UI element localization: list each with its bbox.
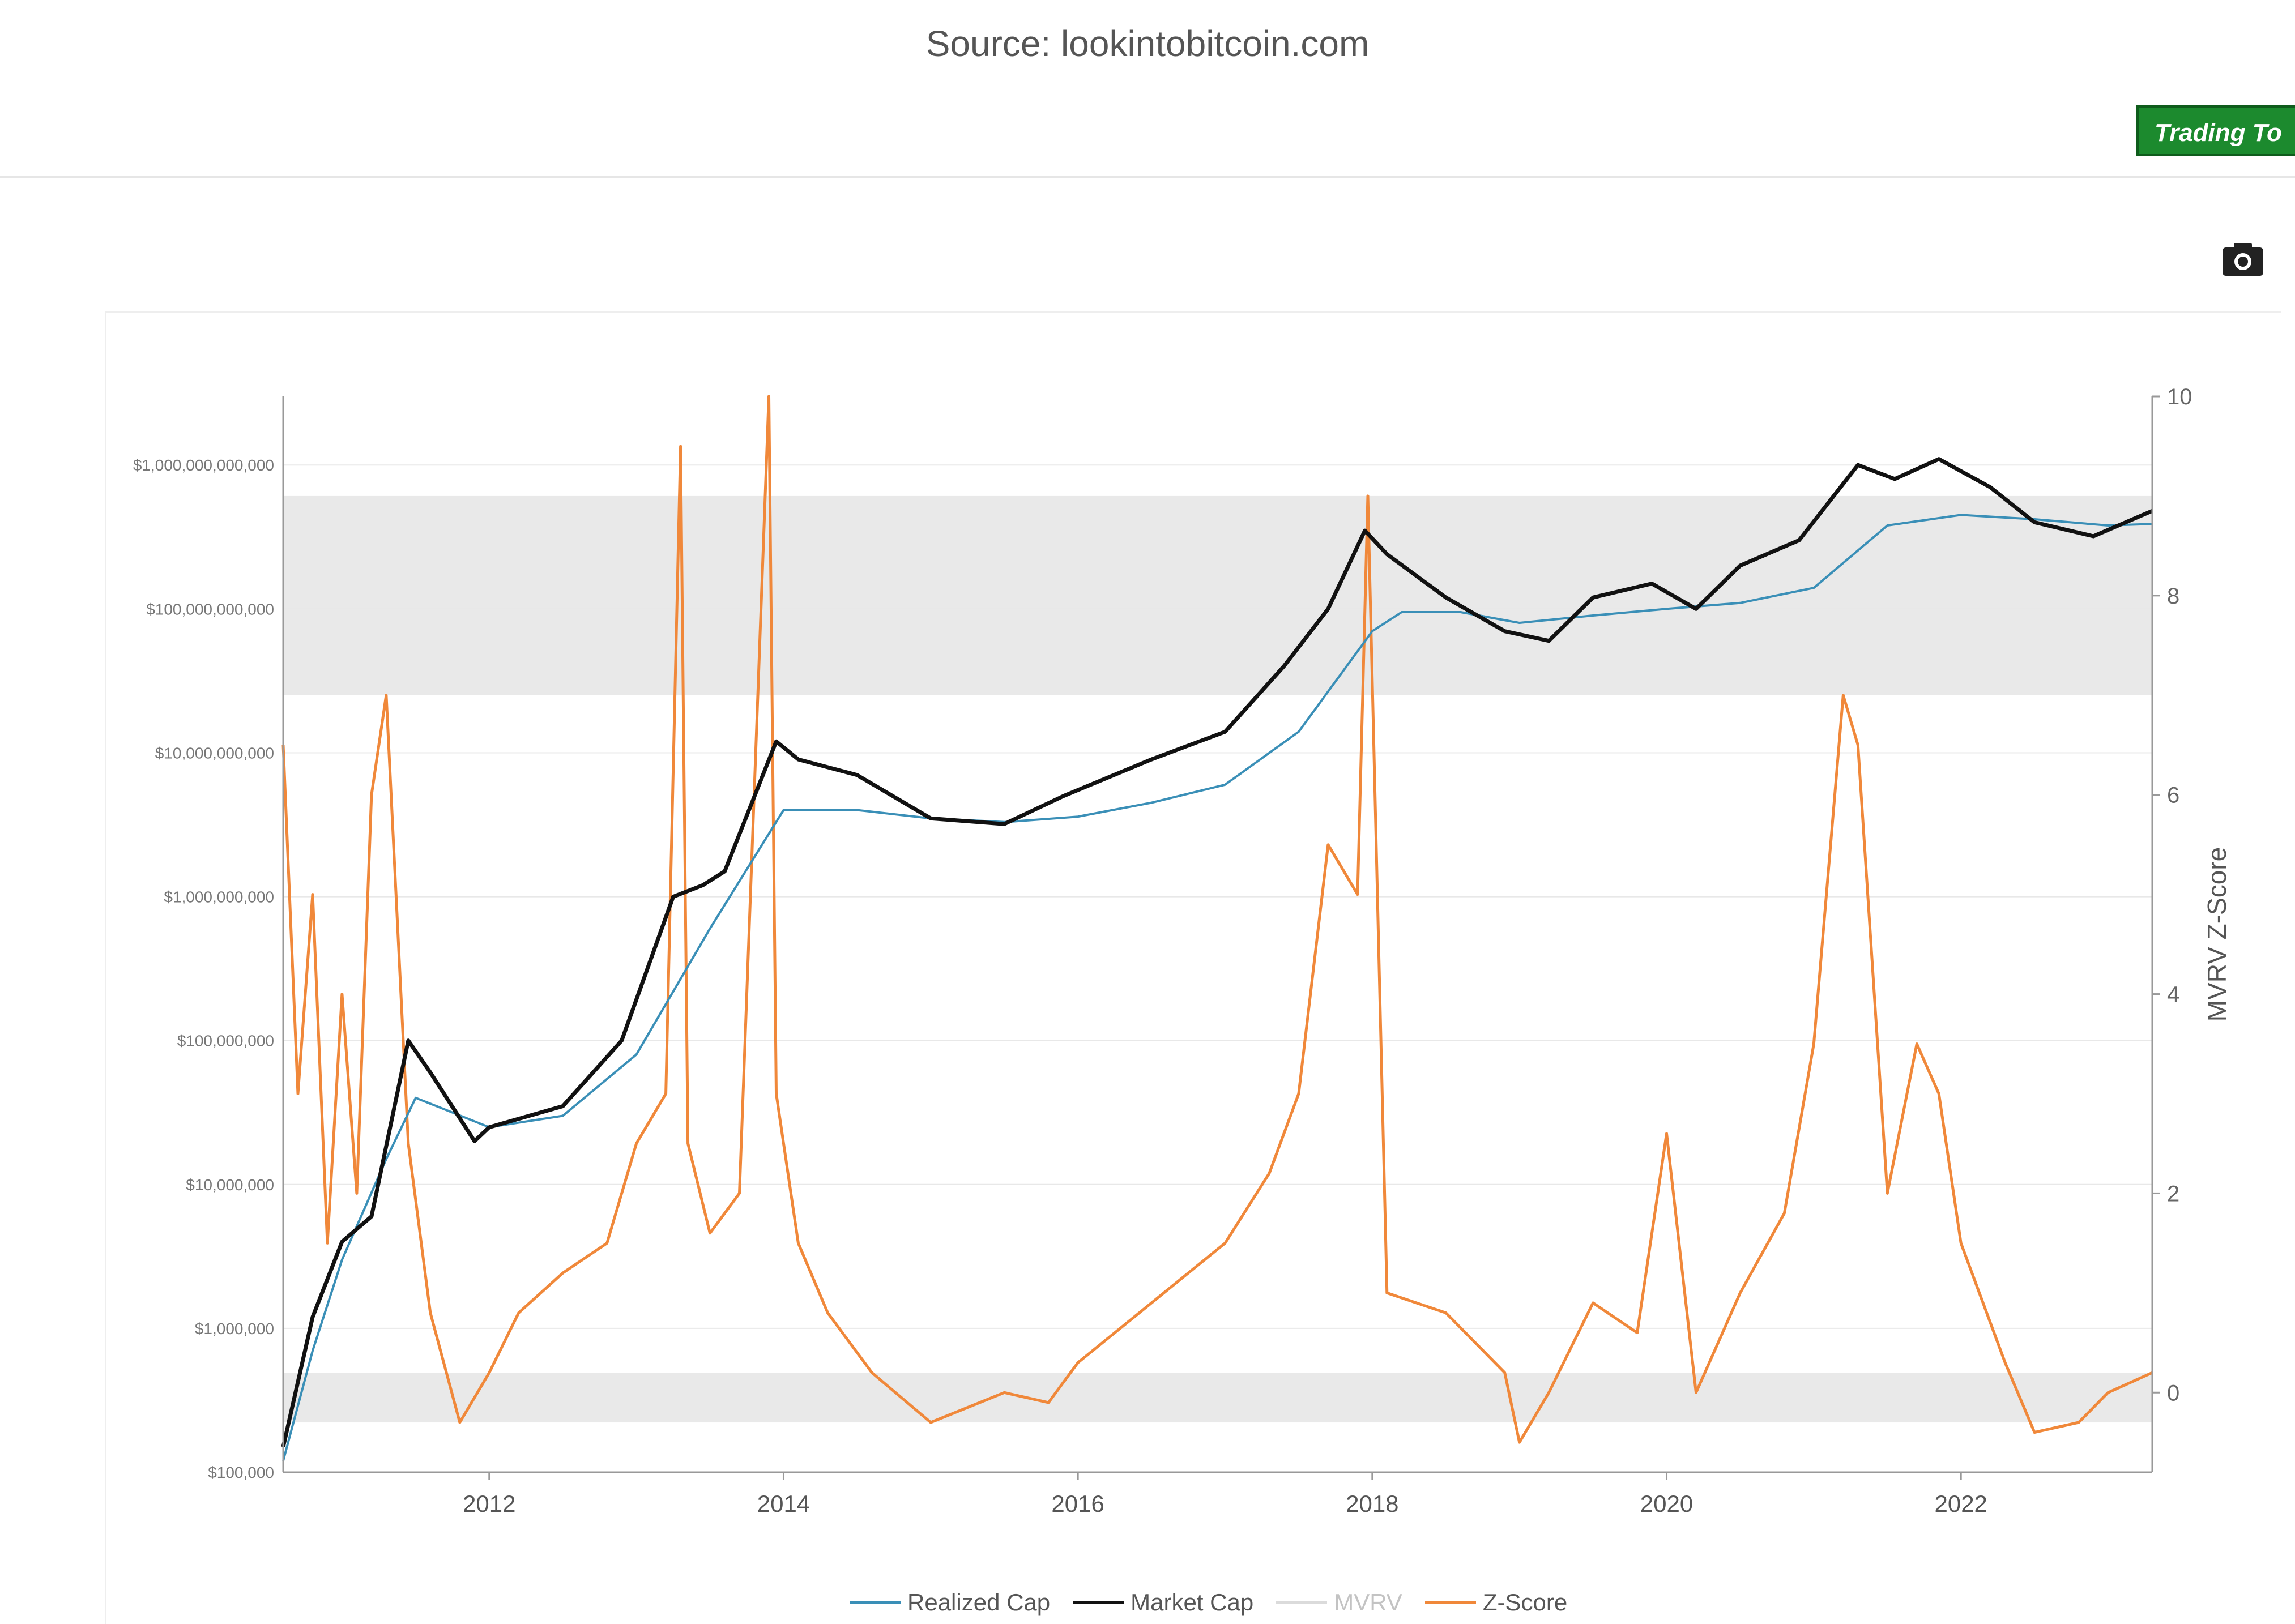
header-divider [0, 176, 2295, 178]
y-right-tick-label: 2 [2167, 1181, 2179, 1206]
source-caption: Source: lookintobitcoin.com [925, 23, 1370, 64]
y-right-tick-label: 8 [2167, 584, 2179, 609]
y-right-tick-label: 4 [2167, 982, 2179, 1007]
legend-label-realized-cap: Realized Cap [907, 1589, 1051, 1616]
x-tick-label: 2014 [757, 1490, 810, 1517]
legend-item-mvrv[interactable]: MVRV [1276, 1589, 1402, 1616]
y-right-tick-label: 0 [2167, 1381, 2179, 1405]
chart-panel [105, 311, 2281, 1624]
legend-item-realized-cap[interactable]: Realized Cap [850, 1589, 1050, 1616]
legend-label-mvrv: MVRV [1334, 1589, 1402, 1616]
y-left-tick-label: $100,000,000,000 [146, 600, 274, 618]
y-right-tick-label: 6 [2167, 783, 2179, 808]
shaded-band-0 [283, 495, 2152, 695]
z-score-line [281, 395, 2153, 1444]
camera-icon[interactable] [2220, 241, 2266, 278]
y-left-tick-label: $1,000,000 [195, 1320, 274, 1337]
y-left-tick-label: $10,000,000,000 [155, 744, 274, 762]
legend-swatch-z-score [1424, 1601, 1476, 1604]
x-tick-label: 2020 [1640, 1490, 1693, 1517]
y-left-tick-label: $100,000 [208, 1464, 274, 1481]
legend-swatch-realized-cap [850, 1601, 901, 1604]
y-left-tick-label: $10,000,000 [186, 1176, 274, 1194]
y-left-tick-label: $100,000,000 [177, 1032, 274, 1050]
trading-tools-button[interactable]: Trading To [2136, 105, 2295, 156]
y-right-tick-label: 10 [2167, 384, 2192, 409]
x-tick-label: 2018 [1346, 1490, 1398, 1517]
legend-swatch-mvrv [1276, 1601, 1328, 1604]
y-left-tick-label: $1,000,000,000,000 [133, 456, 274, 474]
chart-legend: Realized Cap Market Cap MVRV Z-Score [850, 1585, 1567, 1619]
legend-item-market-cap[interactable]: Market Cap [1073, 1589, 1253, 1616]
legend-swatch-market-cap [1073, 1601, 1124, 1604]
x-tick-label: 2022 [1934, 1490, 1987, 1517]
y-right-axis-label: MVRV Z-Score [2202, 847, 2232, 1022]
x-tick-label: 2012 [463, 1490, 515, 1517]
realized-cap-line [282, 514, 2153, 1461]
shaded-band-1 [283, 1373, 2152, 1423]
legend-label-z-score: Z-Score [1482, 1589, 1568, 1616]
legend-item-z-score[interactable]: Z-Score [1424, 1589, 1568, 1616]
y-left-tick-label: $1,000,000,000 [164, 888, 274, 906]
market-cap-line [281, 457, 2153, 1448]
x-tick-label: 2016 [1051, 1490, 1104, 1517]
legend-label-market-cap: Market Cap [1131, 1589, 1254, 1616]
